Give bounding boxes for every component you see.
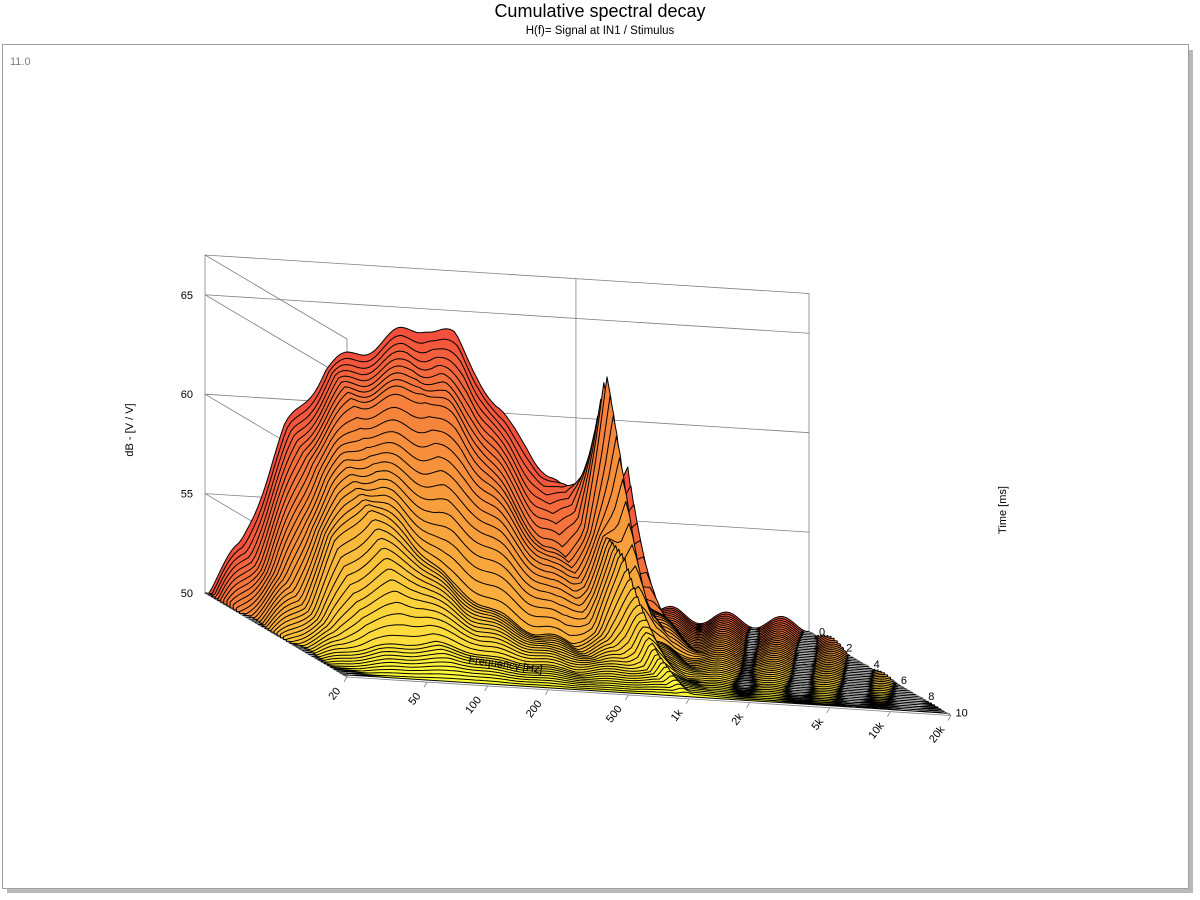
freq-tick-label: 20k xyxy=(927,724,948,746)
freq-tick-label: 100 xyxy=(463,694,484,716)
time-tick xyxy=(836,647,842,651)
time-tick-label: 0 xyxy=(819,627,825,639)
wall-back-edge xyxy=(204,254,810,632)
time-tick xyxy=(808,631,815,634)
time-tick xyxy=(945,711,951,715)
chart-title: Cumulative spectral decay xyxy=(494,1,706,21)
freq-tick xyxy=(484,685,489,692)
db-tick-label: 65 xyxy=(181,290,193,302)
db-grid-line xyxy=(204,294,810,380)
decay-slices xyxy=(204,326,948,714)
freq-tick xyxy=(423,681,428,688)
freq-tick-label: 2k xyxy=(729,711,746,728)
decay-slice xyxy=(292,568,898,684)
freq-tick xyxy=(343,676,348,683)
z-axis-label: Time [ms] xyxy=(997,486,1009,534)
freq-tick-label: 10k xyxy=(866,720,887,742)
decay-slice xyxy=(298,590,904,688)
time-tick-label: 4 xyxy=(874,659,880,671)
freq-tick-label: 20 xyxy=(326,685,343,702)
freq-tick xyxy=(746,702,751,708)
freq-tick xyxy=(685,698,690,705)
time-tick-label: 10 xyxy=(956,707,968,719)
freq-tick-label: 200 xyxy=(524,698,545,720)
time-tick-label: 6 xyxy=(901,675,907,687)
freq-tick-label: 500 xyxy=(604,703,625,725)
time-tick xyxy=(918,695,924,699)
db-tick-label: 50 xyxy=(181,588,193,600)
freq-tick-label: 5k xyxy=(810,716,827,733)
time-tick-label: 2 xyxy=(846,643,852,655)
decay-slice xyxy=(295,579,901,686)
decay-slice xyxy=(308,624,914,694)
freq-tick-label: 1k xyxy=(669,707,686,724)
freq-tick-label: 50 xyxy=(406,691,423,708)
freq-tick xyxy=(544,689,549,696)
db-tick-label: 60 xyxy=(181,389,193,401)
decay-slice xyxy=(342,674,948,714)
corner-label: 11.0 xyxy=(10,56,31,68)
decay-slice xyxy=(305,613,910,692)
time-tick xyxy=(890,679,897,683)
decay-slice xyxy=(301,601,907,690)
freq-tick xyxy=(625,694,629,701)
time-tick xyxy=(863,663,869,667)
decay-slice xyxy=(311,633,917,696)
db-tick-label: 55 xyxy=(181,489,193,501)
freq-tick xyxy=(947,715,952,721)
chart-subtitle: H(f)= Signal at IN1 / Stimulus xyxy=(525,25,675,37)
time-tick-label: 8 xyxy=(928,691,934,703)
freq-tick xyxy=(887,711,891,717)
y-axis-label: dB - [V / V] xyxy=(124,403,136,456)
freq-tick xyxy=(826,707,831,713)
